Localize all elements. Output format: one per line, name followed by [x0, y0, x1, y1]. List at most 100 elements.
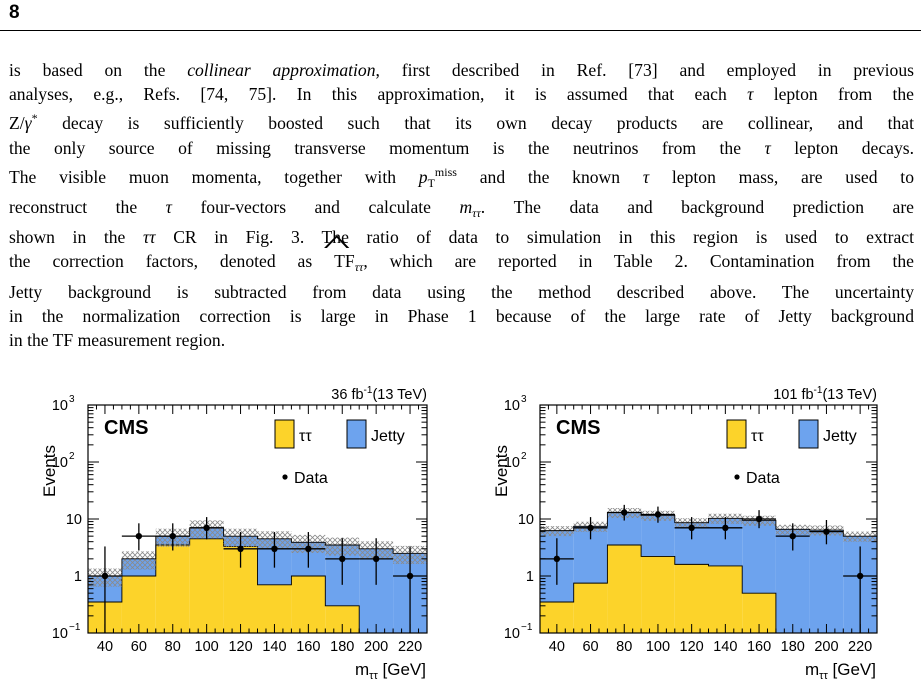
data-point — [406, 572, 414, 580]
lumi-value: 36 fb — [331, 387, 363, 403]
text-run: The visible muon momenta, together with — [9, 166, 419, 187]
x-axis: 40 60 80 100 120 140 160 180 200 220 — [539, 405, 878, 655]
text-run: lepton from the — [753, 84, 914, 105]
data-point — [203, 524, 210, 532]
lumi-value: 101 fb — [773, 387, 813, 403]
y-tick-label: 1 — [526, 569, 534, 585]
bar — [189, 538, 224, 633]
text-line: Jetty background is subtracted from data… — [9, 280, 914, 304]
energy-label: (13 TeV) — [822, 387, 877, 403]
bar — [155, 544, 190, 633]
data-point — [755, 515, 763, 523]
x-tick-label: 60 — [582, 639, 598, 655]
x-tick-label: 120 — [680, 639, 704, 655]
x-label-m: m — [355, 660, 369, 679]
text-run: τ — [165, 197, 172, 218]
lumi-label: 101 fb-1(13 TeV) — [773, 385, 877, 403]
legend-data-label: Data — [746, 470, 780, 487]
text-run: τ — [747, 84, 754, 105]
y-tick-exponent: 2 — [69, 451, 75, 462]
text-run: * — [31, 111, 38, 126]
y-tick-exponent: −1 — [69, 622, 81, 633]
x-tick-label: 80 — [165, 639, 181, 655]
y-tick-label: 10 — [52, 398, 68, 414]
x-label-sub: ττ — [819, 670, 828, 682]
x-label-sub: ττ — [369, 670, 378, 682]
x-tick-label: 100 — [195, 639, 219, 655]
x-label-unit: [GeV] — [828, 660, 876, 679]
text-line: Z/γ* decay is sufficiently boosted such … — [9, 106, 914, 135]
text-run: , which are reported in Table 2. Contami… — [363, 251, 914, 272]
data-point — [621, 509, 628, 516]
data-point — [305, 545, 312, 553]
text-run: τ — [642, 166, 650, 187]
text-run: in the TF measurement region. — [9, 330, 226, 351]
text-run: in the normalization correction is large… — [9, 305, 914, 326]
data-point — [237, 545, 244, 553]
text-run: the correction factors, denoted as — [9, 251, 335, 272]
text-run: ττ — [354, 260, 364, 275]
series- — [540, 544, 776, 633]
data-point — [372, 555, 380, 563]
x-tick-label: 120 — [228, 639, 252, 655]
text-run: γ — [24, 113, 32, 134]
bar — [674, 564, 709, 633]
text-run: reconstruct the — [9, 197, 166, 218]
text-run: . The data and background prediction are — [480, 197, 914, 218]
bar — [708, 565, 743, 633]
y-tick-label: 10 — [52, 455, 68, 471]
legend-label: ττ — [299, 428, 312, 445]
band-segment — [843, 531, 877, 542]
text-run: analyses, e.g., Refs. [74, 75]. In this … — [9, 84, 748, 105]
bar — [641, 556, 675, 633]
legend-label: Jetty — [823, 428, 857, 445]
text-run: four-vectors and calculate — [171, 197, 460, 218]
text-run: is based on the — [9, 60, 188, 80]
y-axis-label: Events — [40, 445, 59, 497]
x-tick-label: 180 — [330, 639, 354, 655]
x-axis-label: mττ [GeV] — [805, 660, 876, 682]
legend-swatch — [274, 419, 295, 449]
x-tick-label: 80 — [616, 639, 632, 655]
text-line: in the normalization correction is large… — [9, 304, 914, 328]
text-line: analyses, e.g., Refs. [74, 75]. In this … — [9, 82, 914, 106]
y-tick-exponent: 3 — [69, 394, 75, 405]
data-point — [271, 545, 278, 553]
y-tick-exponent: 2 — [521, 451, 527, 462]
x-tick-label: 140 — [713, 639, 737, 655]
x-tick-label: 180 — [781, 639, 805, 655]
bar — [121, 576, 156, 633]
text-run: τ — [764, 137, 771, 158]
cms-label: CMS — [104, 417, 148, 439]
legend-label: Jetty — [371, 428, 405, 445]
series-Jetty — [540, 512, 877, 633]
bar — [809, 530, 844, 633]
band-segment — [540, 526, 574, 537]
text-line: reconstruct the τ four-vectors and calcu… — [9, 195, 914, 225]
page-number: 8 — [9, 2, 20, 23]
text-line: is based on the collinear approximation,… — [9, 58, 914, 82]
text-run: the only source of missing transverse mo… — [9, 137, 765, 158]
x-tick-label: 100 — [646, 639, 670, 655]
data-point — [553, 555, 561, 563]
lumi-exponent: -1 — [814, 385, 823, 396]
legend-swatch — [726, 419, 747, 449]
band-segment — [121, 551, 156, 570]
bar — [291, 576, 326, 633]
x-tick-label: 40 — [97, 639, 113, 655]
text-line: The visible muon momenta, together with … — [9, 160, 914, 195]
legend: ττ Jetty Data — [726, 419, 857, 487]
y-tick-label: 10 — [504, 398, 520, 414]
legend-data-label: Data — [294, 470, 328, 487]
data-point — [101, 572, 109, 580]
x-tick-label: 220 — [398, 639, 422, 655]
text-line: the only source of missing transverse mo… — [9, 136, 914, 160]
y-tick-exponent: −1 — [521, 622, 533, 633]
header-rule — [0, 30, 921, 31]
data-point — [722, 524, 729, 532]
data-point — [135, 532, 143, 540]
legend: ττ Jetty Data — [274, 419, 405, 487]
